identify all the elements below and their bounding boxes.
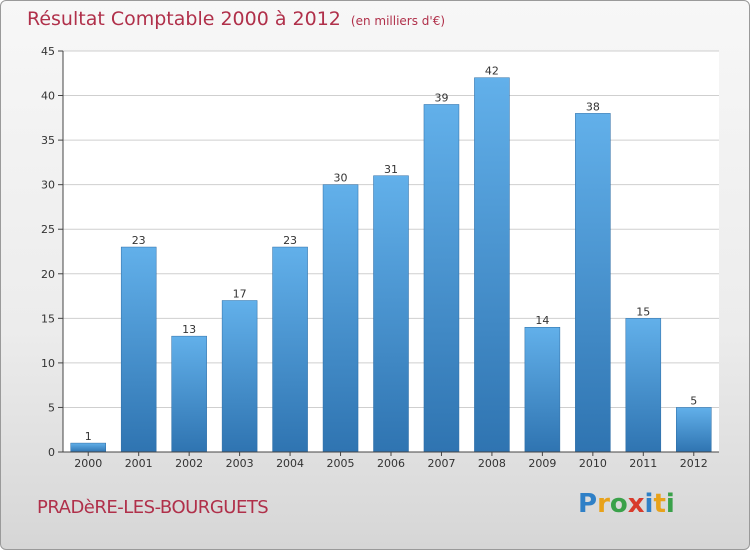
x-tick-label: 2011 <box>629 457 657 470</box>
chart-unit: (en milliers d'€) <box>350 14 446 28</box>
x-tick-label: 2001 <box>125 457 153 470</box>
bar-2001 <box>120 246 157 453</box>
y-tick-label: 5 <box>48 401 55 414</box>
commune-name: PRADèRE-LES-BOURGUETS <box>37 497 269 518</box>
y-tick-label: 15 <box>41 312 55 325</box>
value-label: 31 <box>384 163 398 176</box>
logo-letter: x <box>627 489 645 519</box>
value-label: 23 <box>132 234 146 247</box>
logo-letter: r <box>597 489 610 519</box>
bar-2007 <box>423 104 460 453</box>
x-tick-label: 2006 <box>377 457 405 470</box>
x-tick-label: 2000 <box>74 457 102 470</box>
logo-letter: i <box>644 489 654 519</box>
logo-letter: t <box>653 489 666 519</box>
value-label: 13 <box>182 323 196 336</box>
value-label: 42 <box>485 65 499 78</box>
proxiti-logo[interactable]: Proxiti <box>578 489 675 519</box>
y-tick-label: 45 <box>41 45 55 58</box>
bar-2000 <box>70 442 106 453</box>
bar-2005 <box>322 184 359 453</box>
value-label: 15 <box>636 305 650 318</box>
bar-2004 <box>272 246 308 453</box>
value-label: 14 <box>535 314 549 327</box>
y-tick-label: 20 <box>41 268 55 281</box>
y-tick-label: 0 <box>48 446 55 459</box>
x-tick-label: 2008 <box>478 457 506 470</box>
x-tick-label: 2007 <box>427 457 455 470</box>
value-label: 23 <box>283 234 297 247</box>
bar-2008 <box>474 77 510 453</box>
bar-2011 <box>625 318 662 453</box>
logo-letter: o <box>609 489 628 519</box>
y-tick-label: 35 <box>41 134 55 147</box>
x-tick-label: 2010 <box>579 457 607 470</box>
x-tick-label: 2004 <box>276 457 304 470</box>
x-tick-label: 2012 <box>680 457 708 470</box>
value-label: 17 <box>233 288 247 301</box>
x-tick-label: 2009 <box>528 457 556 470</box>
y-tick-label: 30 <box>41 179 55 192</box>
x-tick-label: 2005 <box>327 457 355 470</box>
x-tick-label: 2003 <box>226 457 254 470</box>
y-tick-label: 10 <box>41 357 55 370</box>
x-tick-label: 2002 <box>175 457 203 470</box>
bar-2002 <box>171 335 207 453</box>
y-tick-label: 25 <box>41 223 55 236</box>
chart-title: Résultat Comptable 2000 à 2012 (en millie… <box>27 8 445 30</box>
bar-2009 <box>524 326 561 453</box>
bar-2012 <box>676 407 712 453</box>
bar-2010 <box>575 113 611 453</box>
bar-2006 <box>373 175 409 453</box>
y-tick-label: 40 <box>41 90 55 103</box>
value-label: 1 <box>85 430 92 443</box>
chart-title-text: Résultat Comptable 2000 à 2012 <box>27 8 341 30</box>
logo-letter: P <box>578 489 598 519</box>
logo-letter: i <box>665 489 675 519</box>
bar-2003 <box>221 300 258 453</box>
value-label: 39 <box>434 91 448 104</box>
value-label: 30 <box>334 172 348 185</box>
value-label: 38 <box>586 100 600 113</box>
value-label: 5 <box>690 394 697 407</box>
